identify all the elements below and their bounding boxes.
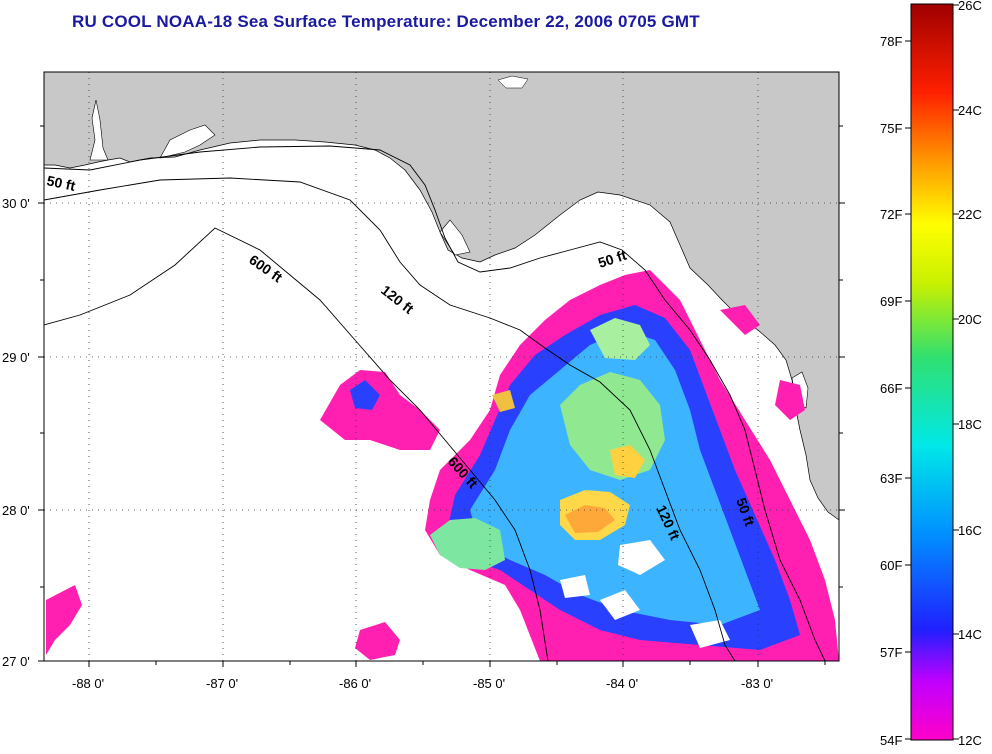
sst-sw-patch bbox=[46, 585, 82, 655]
lon-tick-85: -85 0' bbox=[473, 676, 505, 691]
lon-tick-86: -86 0' bbox=[339, 676, 371, 691]
sst-offshore-east bbox=[720, 305, 760, 335]
isobath-120ft bbox=[44, 177, 736, 661]
cb-c-24: 24C bbox=[958, 103, 982, 118]
isobath-600ft bbox=[44, 227, 549, 661]
map-title: RU COOL NOAA-18 Sea Surface Temperature:… bbox=[72, 12, 700, 31]
cloud-gap-4 bbox=[560, 575, 590, 598]
cb-c-18: 18C bbox=[958, 417, 982, 432]
cb-c-16: 16C bbox=[958, 523, 982, 538]
big-bend-lake bbox=[497, 75, 529, 89]
isobath-50ft bbox=[44, 145, 826, 661]
graticule bbox=[44, 72, 839, 661]
cb-f-69: 69F bbox=[880, 294, 902, 309]
sst-offshore-se bbox=[775, 380, 805, 420]
cb-f-66: 66F bbox=[880, 381, 902, 396]
colorbar-gradient bbox=[910, 3, 954, 741]
colorbar-ticks bbox=[905, 4, 959, 740]
cb-f-63: 63F bbox=[880, 471, 902, 486]
lon-tick-84: -84 0' bbox=[606, 676, 638, 691]
isobath-lines bbox=[44, 145, 826, 661]
cb-f-54: 54F bbox=[880, 733, 902, 748]
lon-tick-88: -88 0' bbox=[72, 676, 104, 691]
sst-warm-west bbox=[492, 390, 515, 412]
cb-c-22: 22C bbox=[958, 207, 982, 222]
cb-f-57: 57F bbox=[880, 645, 902, 660]
cb-c-14: 14C bbox=[958, 627, 982, 642]
lat-tick-30: 30 0' bbox=[2, 196, 30, 211]
cb-c-12: 12C bbox=[958, 733, 982, 748]
sst-blue-west bbox=[350, 380, 380, 410]
sst-warm-east bbox=[610, 445, 645, 478]
mobile-bay bbox=[89, 99, 109, 161]
sst-green-center bbox=[560, 372, 665, 480]
map-frame bbox=[43, 71, 840, 662]
cb-f-75: 75F bbox=[880, 121, 902, 136]
sst-south-patch bbox=[355, 622, 400, 660]
label-50ft-west: 50 ft bbox=[45, 172, 77, 194]
cloud-gap-2 bbox=[600, 590, 640, 620]
sst-green-region bbox=[430, 518, 505, 570]
sst-green-north bbox=[590, 318, 650, 360]
lon-tick-83: -83 0' bbox=[741, 676, 773, 691]
cb-f-72: 72F bbox=[880, 207, 902, 222]
sst-data-layer bbox=[46, 270, 839, 661]
cb-c-26: 26C bbox=[958, 0, 982, 13]
lat-tick-27: 27 0' bbox=[2, 654, 30, 669]
pensacola-bay bbox=[159, 124, 216, 159]
lon-tick-87: -87 0' bbox=[206, 676, 238, 691]
axis-ticks bbox=[38, 125, 845, 667]
cb-c-20: 20C bbox=[958, 312, 982, 327]
cloud-gap-1 bbox=[618, 540, 665, 575]
lat-tick-29: 29 0' bbox=[2, 350, 30, 365]
sst-warm-center bbox=[565, 505, 615, 533]
cb-f-60: 60F bbox=[880, 558, 902, 573]
cb-f-78: 78F bbox=[880, 34, 902, 49]
lat-tick-28: 28 0' bbox=[2, 503, 30, 518]
